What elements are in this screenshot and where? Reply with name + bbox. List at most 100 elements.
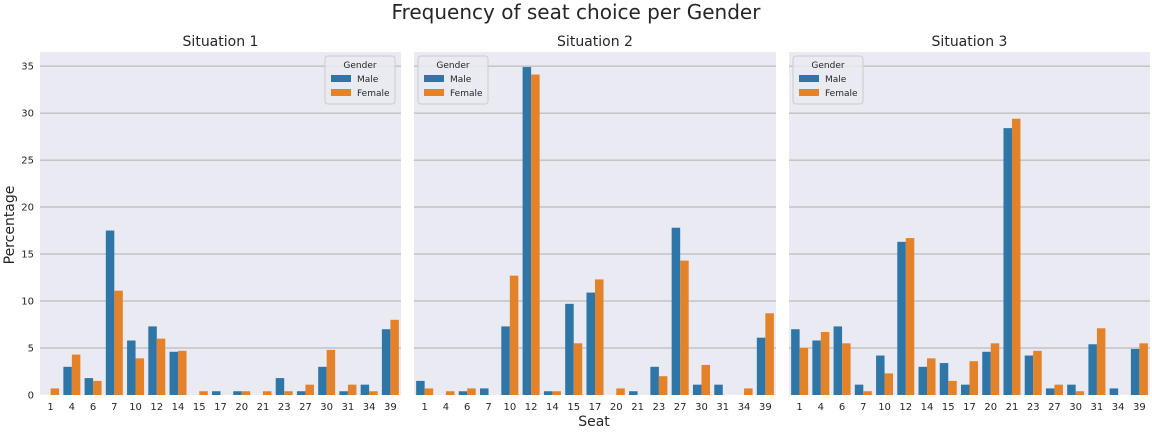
bar-female-seat-39 — [765, 313, 774, 395]
bar-male-seat-39 — [1130, 348, 1140, 395]
bar-female-seat-12 — [531, 74, 540, 396]
x-tick-label: 1 — [421, 402, 427, 413]
bar-male-seat-23 — [650, 366, 659, 395]
x-tick-label: 39 — [384, 402, 397, 413]
bar-female-seat-27 — [1054, 384, 1063, 395]
x-tick-label: 4 — [443, 402, 449, 413]
panel-title: Situation 1 — [183, 34, 259, 50]
bar-female-seat-15 — [199, 391, 208, 395]
bar-male-seat-23 — [1024, 355, 1034, 395]
bar-male-seat-30 — [1067, 384, 1076, 395]
x-tick-label: 39 — [1133, 402, 1146, 413]
bar-female-seat-30 — [701, 364, 710, 395]
bar-female-seat-10 — [135, 358, 145, 395]
bar-male-seat-20 — [982, 351, 991, 395]
bar-female-seat-23 — [284, 391, 293, 395]
x-tick-label: 10 — [129, 402, 142, 413]
legend: Gender Male Female — [792, 55, 864, 105]
x-tick-label: 10 — [503, 402, 516, 413]
x-tick-label: 1 — [47, 402, 53, 413]
x-tick-label: 20 — [235, 402, 248, 413]
bar-male-seat-7 — [105, 230, 115, 395]
bar-male-seat-34 — [1109, 388, 1119, 395]
bar-female-seat-30 — [326, 349, 336, 395]
bar-male-seat-17 — [586, 292, 595, 395]
bar-female-seat-21 — [262, 391, 272, 395]
legend-label-male: Male — [825, 75, 847, 85]
x-tick-label: 17 — [589, 402, 602, 413]
x-tick-label: 23 — [653, 402, 666, 413]
legend-label-female: Female — [825, 89, 858, 99]
x-tick-label: 6 — [839, 402, 845, 413]
x-tick-label: 17 — [963, 402, 976, 413]
x-tick-label: 12 — [899, 402, 912, 413]
x-tick-label: 31 — [1091, 402, 1104, 413]
bar-female-seat-30 — [1075, 391, 1085, 395]
y-tick-label: 30 — [21, 109, 34, 120]
bar-female-seat-20 — [241, 391, 251, 395]
bar-male-seat-4 — [63, 366, 72, 395]
bar-male-seat-30 — [318, 366, 327, 395]
x-tick-label: 27 — [299, 402, 312, 413]
bar-female-seat-1 — [799, 348, 809, 395]
x-tick-label: 4 — [818, 402, 824, 413]
bar-male-seat-27 — [671, 227, 681, 395]
bar-female-seat-7 — [114, 290, 123, 395]
x-tick-label: 31 — [342, 402, 355, 413]
x-tick-label: 23 — [1027, 402, 1040, 413]
bar-female-seat-1 — [50, 388, 60, 395]
x-tick-label: 10 — [878, 402, 891, 413]
bar-female-seat-7 — [863, 391, 872, 395]
bar-female-seat-15 — [948, 380, 957, 395]
x-tick-label: 30 — [695, 402, 708, 413]
bar-female-seat-17 — [969, 361, 978, 395]
legend-swatch-female — [424, 89, 444, 96]
panel-situation-3: 1 4 6 7 10 12 14 15 17 20 21 23 27 30 31 34 39Situation … — [789, 34, 1150, 413]
bar-female-seat-6 — [93, 380, 102, 395]
bar-female-seat-31 — [347, 384, 357, 395]
panel-title: Situation 2 — [557, 34, 633, 50]
panel-title: Situation 3 — [932, 34, 1008, 50]
bar-female-seat-6 — [842, 343, 851, 395]
legend-swatch-male — [331, 75, 351, 82]
legend-swatch-female — [331, 89, 351, 96]
bar-female-seat-34 — [744, 388, 753, 395]
x-tick-label: 14 — [921, 402, 934, 413]
y-axis-label: Percentage — [2, 186, 18, 265]
bar-male-seat-12 — [522, 67, 532, 395]
bar-female-seat-14 — [178, 350, 187, 395]
legend-label-female: Female — [450, 89, 483, 99]
bar-female-seat-23 — [658, 376, 668, 395]
bar-male-seat-12 — [148, 326, 157, 395]
legend-swatch-male — [799, 75, 819, 82]
x-tick-label: 4 — [69, 402, 75, 413]
x-tick-label: 34 — [738, 402, 751, 413]
plot-background — [789, 52, 1150, 395]
bar-male-seat-10 — [501, 326, 510, 395]
x-tick-label: 21 — [631, 402, 644, 413]
x-tick-label: 15 — [567, 402, 580, 413]
bar-female-seat-27 — [680, 260, 689, 395]
bar-female-seat-21 — [1011, 118, 1021, 395]
bar-male-seat-4 — [812, 340, 821, 395]
legend-label-male: Male — [450, 75, 472, 85]
bar-male-seat-31 — [339, 391, 348, 395]
y-tick-label: 15 — [21, 250, 34, 261]
bar-male-seat-1 — [416, 380, 425, 395]
y-tick-label: 20 — [21, 203, 34, 214]
legend-swatch-female — [799, 89, 819, 96]
bar-male-seat-21 — [1003, 128, 1012, 396]
y-tick-label: 0 — [28, 391, 34, 402]
bar-male-seat-6 — [458, 391, 468, 395]
bar-male-seat-27 — [296, 391, 306, 395]
bar-male-seat-14 — [169, 351, 179, 395]
x-tick-label: 39 — [759, 402, 772, 413]
bar-male-seat-6 — [833, 326, 843, 395]
bar-male-seat-14 — [543, 391, 553, 395]
bar-male-seat-6 — [84, 378, 94, 395]
bar-female-seat-15 — [573, 343, 583, 395]
x-tick-label: 17 — [214, 402, 227, 413]
